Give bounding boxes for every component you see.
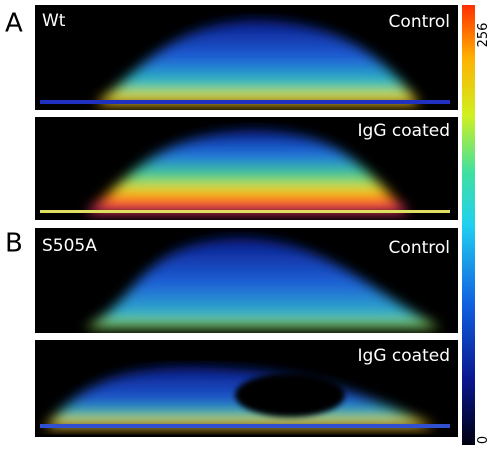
panel-s505a-igg xyxy=(35,340,458,437)
panel-letter: A xyxy=(5,9,23,39)
panel-wt-control xyxy=(35,5,458,110)
sample-label: S505A xyxy=(42,236,97,256)
panel-letter: B xyxy=(5,229,23,259)
colorbar xyxy=(462,5,475,445)
condition-label: IgG coated xyxy=(358,346,450,366)
panel-wt-igg xyxy=(35,117,458,220)
condition-label: IgG coated xyxy=(358,121,450,141)
colorbar-min: 0 xyxy=(476,436,489,444)
sample-label: Wt xyxy=(42,11,66,31)
condition-label: Control xyxy=(389,12,450,32)
condition-label: Control xyxy=(389,238,450,258)
panel-s505a-control xyxy=(35,228,458,333)
colorbar-max: 256 xyxy=(476,23,489,48)
